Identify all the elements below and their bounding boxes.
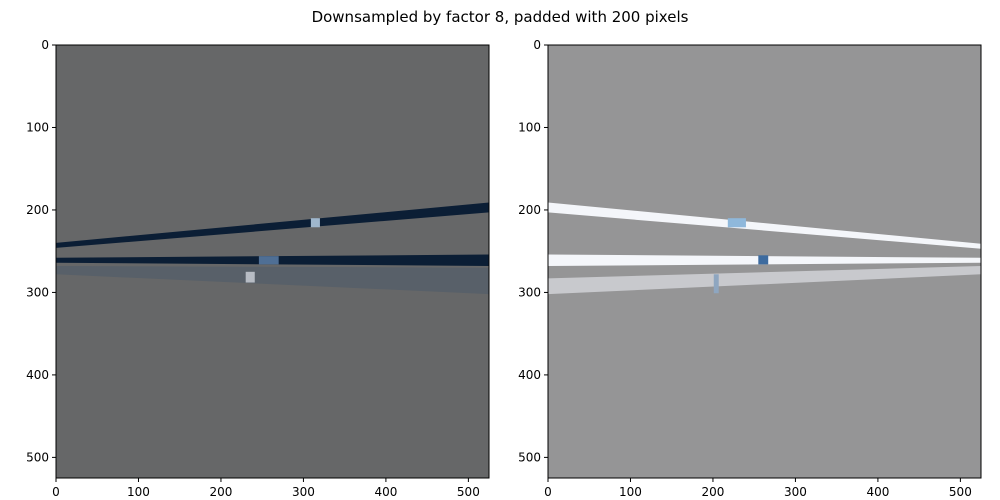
x-tick-label: 100 — [127, 485, 150, 499]
figure-title: Downsampled by factor 8, padded with 200… — [312, 8, 689, 26]
y-tick-label: 400 — [26, 368, 49, 382]
axes-frame — [547, 44, 982, 479]
panel-left-image: 0 100 200 300 400 500 0 100 200 300 400 500 — [26, 38, 490, 499]
panel-right-image: 0 100 200 300 400 500 0 100 200 300 400 500 — [518, 38, 982, 499]
panels: 0 100 200 300 400 500 0 100 200 300 400 500 0 100 200 3… — [26, 38, 982, 499]
image-content — [56, 45, 489, 478]
y-tick-label: 300 — [26, 285, 49, 299]
image-content — [548, 45, 981, 478]
x-tick-label: 300 — [292, 485, 315, 499]
y-tick-label: 100 — [518, 120, 541, 134]
image-highlight-2 — [258, 256, 279, 265]
x-tick-label: 0 — [544, 485, 552, 499]
y-tick-label: 400 — [518, 368, 541, 382]
y-tick-label: 0 — [533, 38, 541, 52]
image-highlight-3 — [245, 271, 255, 283]
image-highlight-1 — [727, 218, 746, 228]
x-tick-label: 0 — [52, 485, 60, 499]
axes-frame — [55, 44, 490, 479]
x-tick-label: 200 — [209, 485, 232, 499]
x-tick-label: 300 — [784, 485, 807, 499]
y-tick-label: 500 — [26, 450, 49, 464]
y-tick-label: 500 — [518, 450, 541, 464]
x-tick-label: 500 — [457, 485, 480, 499]
image-highlight-3 — [713, 274, 719, 294]
y-tick-label: 200 — [518, 203, 541, 217]
y-tick-label: 0 — [41, 38, 49, 52]
x-tick-label: 100 — [619, 485, 642, 499]
image-band-3 — [56, 266, 489, 295]
image-highlight-2 — [758, 255, 769, 265]
y-tick-label: 200 — [26, 203, 49, 217]
image-highlight-1 — [310, 218, 320, 228]
image-band-1 — [548, 202, 981, 249]
image-band-1 — [56, 202, 489, 248]
image-band-3 — [548, 266, 981, 295]
x-tick-label: 500 — [949, 485, 972, 499]
x-tick-label: 200 — [701, 485, 724, 499]
y-tick-label: 300 — [518, 285, 541, 299]
y-tick-label: 100 — [26, 120, 49, 134]
x-tick-label: 400 — [866, 485, 889, 499]
x-tick-label: 400 — [374, 485, 397, 499]
